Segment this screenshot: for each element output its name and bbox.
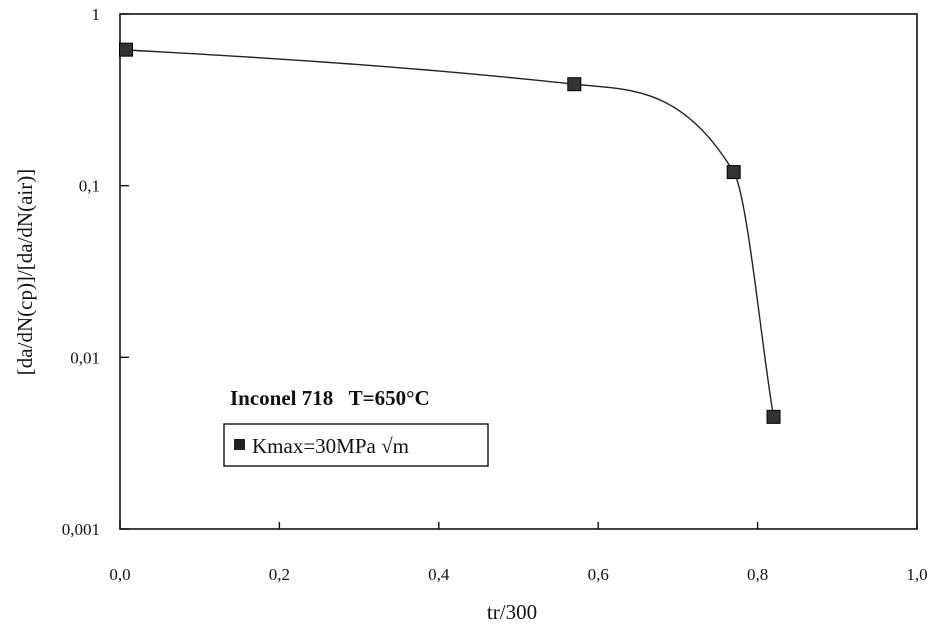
y-tick-label: 0,01: [70, 348, 100, 367]
legend-box: [223, 423, 489, 467]
data-markers: [119, 42, 781, 424]
chart-annotation: Inconel 718 T=650°C: [230, 386, 430, 410]
legend-label: Kmax=30MPa √m: [252, 434, 409, 458]
x-tick-label: 0,6: [588, 565, 609, 584]
x-tick-label: 0,8: [747, 565, 768, 584]
data-point: [567, 77, 582, 92]
data-point: [726, 165, 741, 180]
y-axis: 0,001 0,01 0,1 1: [62, 5, 129, 539]
plot-area: [119, 13, 918, 530]
x-tick-label: 1,0: [906, 565, 927, 584]
x-tick-label: 0,0: [109, 565, 130, 584]
y-axis-title: [da/dN(cp)]/[da/dN(air)]: [13, 169, 37, 375]
data-point: [766, 409, 781, 424]
series-line: [119, 48, 775, 417]
legend-marker: [234, 439, 245, 450]
x-tick-label: 0,2: [269, 565, 290, 584]
x-axis: 0,0 0,2 0,4 0,6 0,8 1,0: [109, 522, 928, 584]
legend: Kmax=30MPa √m: [223, 423, 489, 467]
y-tick-label: 0,001: [62, 520, 100, 539]
y-tick-label: 1: [92, 5, 101, 24]
x-tick-label: 0,4: [428, 565, 450, 584]
x-axis-title: tr/300: [487, 600, 537, 624]
y-tick-label: 0,1: [79, 177, 100, 196]
data-point: [119, 42, 133, 57]
